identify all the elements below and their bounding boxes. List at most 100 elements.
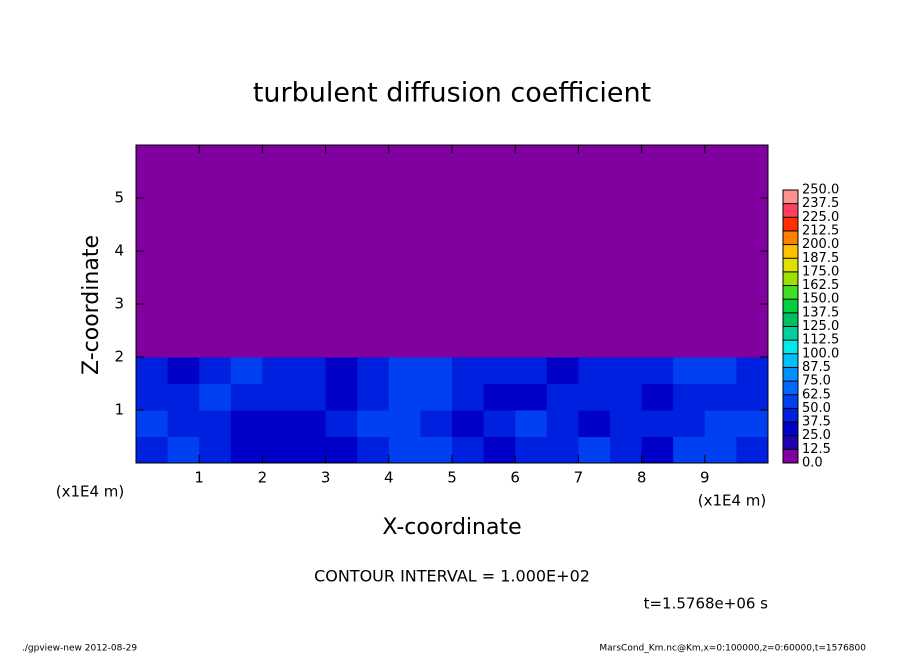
heatmap-cell (578, 277, 611, 305)
colorbar-label: 12.5 (802, 442, 831, 457)
heatmap-cell (167, 304, 200, 331)
heatmap-cell (641, 198, 674, 225)
heatmap-cell (673, 383, 706, 411)
heatmap-cell (167, 171, 200, 199)
heatmap-cell (546, 436, 579, 464)
heatmap-cell (578, 383, 611, 411)
heatmap-cell (325, 224, 358, 252)
heatmap-cell (136, 330, 169, 358)
colorbar-swatch (783, 312, 798, 327)
heatmap-cell (325, 171, 358, 199)
heatmap-cell (483, 436, 516, 464)
heatmap-cell (230, 436, 263, 464)
heatmap-cell (736, 304, 769, 331)
heatmap-cell (673, 277, 706, 305)
heatmap-cell (388, 224, 421, 252)
x-tick-label: 6 (510, 469, 520, 487)
heatmap-cell (483, 224, 516, 252)
heatmap-cell (673, 330, 706, 358)
colorbar-swatch (783, 367, 798, 382)
heatmap-cell (294, 198, 327, 225)
heatmap-cell (673, 357, 706, 384)
heatmap-cell (673, 145, 706, 172)
heatmap-cell (167, 145, 200, 172)
y-tick-label: 5 (114, 189, 124, 207)
heatmap-cell (673, 410, 706, 437)
heatmap-cell (610, 410, 643, 437)
heatmap-cell (578, 145, 611, 172)
heatmap-cell (230, 251, 263, 278)
heatmap-cell (546, 383, 579, 411)
heatmap-cell (641, 357, 674, 384)
heatmap-cell (167, 357, 200, 384)
colorbar-label: 75.0 (802, 374, 831, 389)
heatmap-cell (262, 357, 295, 384)
heatmap-cell (578, 410, 611, 437)
heatmap-cell (610, 330, 643, 358)
colorbar-swatch (783, 217, 798, 231)
heatmap-cell (704, 198, 737, 225)
heatmap-cell (230, 357, 263, 384)
heatmap-cell (610, 383, 643, 411)
heatmap-cell (578, 304, 611, 331)
heatmap-cell (610, 357, 643, 384)
heatmap-cell (262, 410, 295, 437)
heatmap-cell (388, 330, 421, 358)
heatmap-cell (546, 304, 579, 331)
heatmap-cell (483, 251, 516, 278)
heatmap-cell (483, 383, 516, 411)
heatmap-cell (736, 145, 769, 172)
heatmap-cell (546, 410, 579, 437)
colorbar-swatch (783, 299, 798, 313)
heatmap-cell (420, 383, 453, 411)
heatmap-cell (736, 357, 769, 384)
heatmap-cell (546, 330, 579, 358)
heatmap-cell (483, 410, 516, 437)
heatmap-cell (515, 304, 548, 331)
heatmap-cell (641, 410, 674, 437)
colorbar-swatch (783, 408, 798, 423)
heatmap-cell (641, 145, 674, 172)
heatmap-cell (546, 171, 579, 199)
heatmap-cell (325, 304, 358, 331)
y-unit: (x1E4 m) (56, 483, 125, 501)
heatmap-cell (167, 330, 200, 358)
heatmap-cell (515, 383, 548, 411)
colorbar-label: 237.5 (802, 196, 839, 211)
heatmap-cell (704, 145, 737, 172)
x-tick-label: 7 (574, 469, 584, 487)
heatmap-cell (294, 277, 327, 305)
heatmap-cell (230, 304, 263, 331)
heatmap-cell (294, 410, 327, 437)
x-tick-label: 2 (258, 469, 268, 487)
colorbar-label: 250.0 (802, 183, 839, 198)
heatmap-cell (704, 277, 737, 305)
heatmap-cell (483, 330, 516, 358)
heatmap-cell (610, 436, 643, 464)
colorbar-label: 25.0 (802, 428, 831, 443)
heatmap-cell (736, 436, 769, 464)
colorbar-label: 87.5 (802, 360, 831, 375)
heatmap-cell (136, 410, 169, 437)
colorbar-swatch (783, 271, 798, 286)
heatmap-cell (136, 198, 169, 225)
heatmap-cell (736, 171, 769, 199)
heatmap-cell (452, 436, 485, 464)
heatmap-cell (452, 357, 485, 384)
colorbar-label: 150.0 (802, 292, 839, 307)
heatmap-cell (704, 330, 737, 358)
colorbar-swatch (783, 203, 798, 218)
heatmap-cell (136, 277, 169, 305)
heatmap-cell (546, 145, 579, 172)
heatmap-cell (483, 357, 516, 384)
colorbar-swatch (783, 381, 798, 395)
heatmap-cell (199, 436, 232, 464)
heatmap-cell (325, 145, 358, 172)
heatmap-cell (610, 224, 643, 252)
colorbar-label: 200.0 (802, 237, 839, 252)
heatmap-cell (483, 171, 516, 199)
heatmap-cell (230, 410, 263, 437)
heatmap-cell (357, 410, 390, 437)
heatmap-cell (262, 198, 295, 225)
